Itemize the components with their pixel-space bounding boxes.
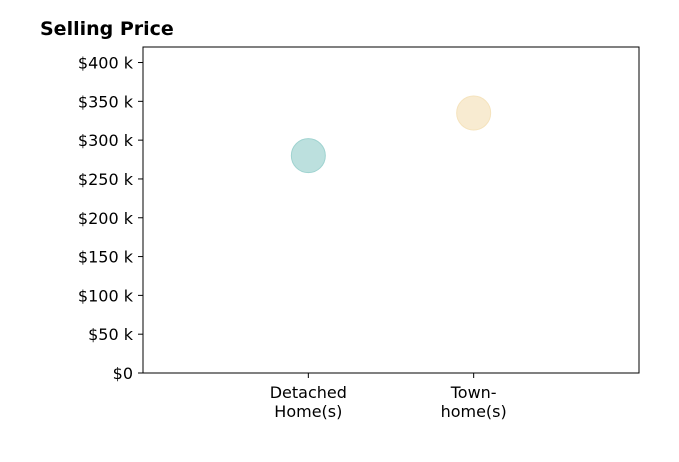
- y-tick-label: $350 k: [78, 92, 134, 111]
- y-tick-label: $50 k: [88, 325, 134, 344]
- y-tick-label: $150 k: [78, 248, 134, 267]
- y-tick-label: $250 k: [78, 170, 134, 189]
- chart-title: Selling Price: [40, 18, 174, 40]
- data-points: [290, 95, 492, 174]
- plot-area: [142, 46, 640, 374]
- data-point: [456, 95, 492, 131]
- x-tick-label: Detached: [270, 383, 347, 402]
- x-tick-label: Home(s): [274, 402, 342, 421]
- data-point: [290, 138, 326, 174]
- y-tick-label: $200 k: [78, 209, 134, 228]
- y-tick-label: $0: [113, 364, 133, 383]
- y-tick-label: $300 k: [78, 131, 134, 150]
- x-tick-label: Town-: [450, 383, 497, 402]
- y-tick-label: $100 k: [78, 286, 134, 305]
- y-tick-label: $400 k: [78, 54, 134, 73]
- y-axis: $0 $50 k $100 k $150 k $200 k $250 k $300 k $35…: [78, 54, 143, 383]
- x-tick-label: home(s): [441, 402, 507, 421]
